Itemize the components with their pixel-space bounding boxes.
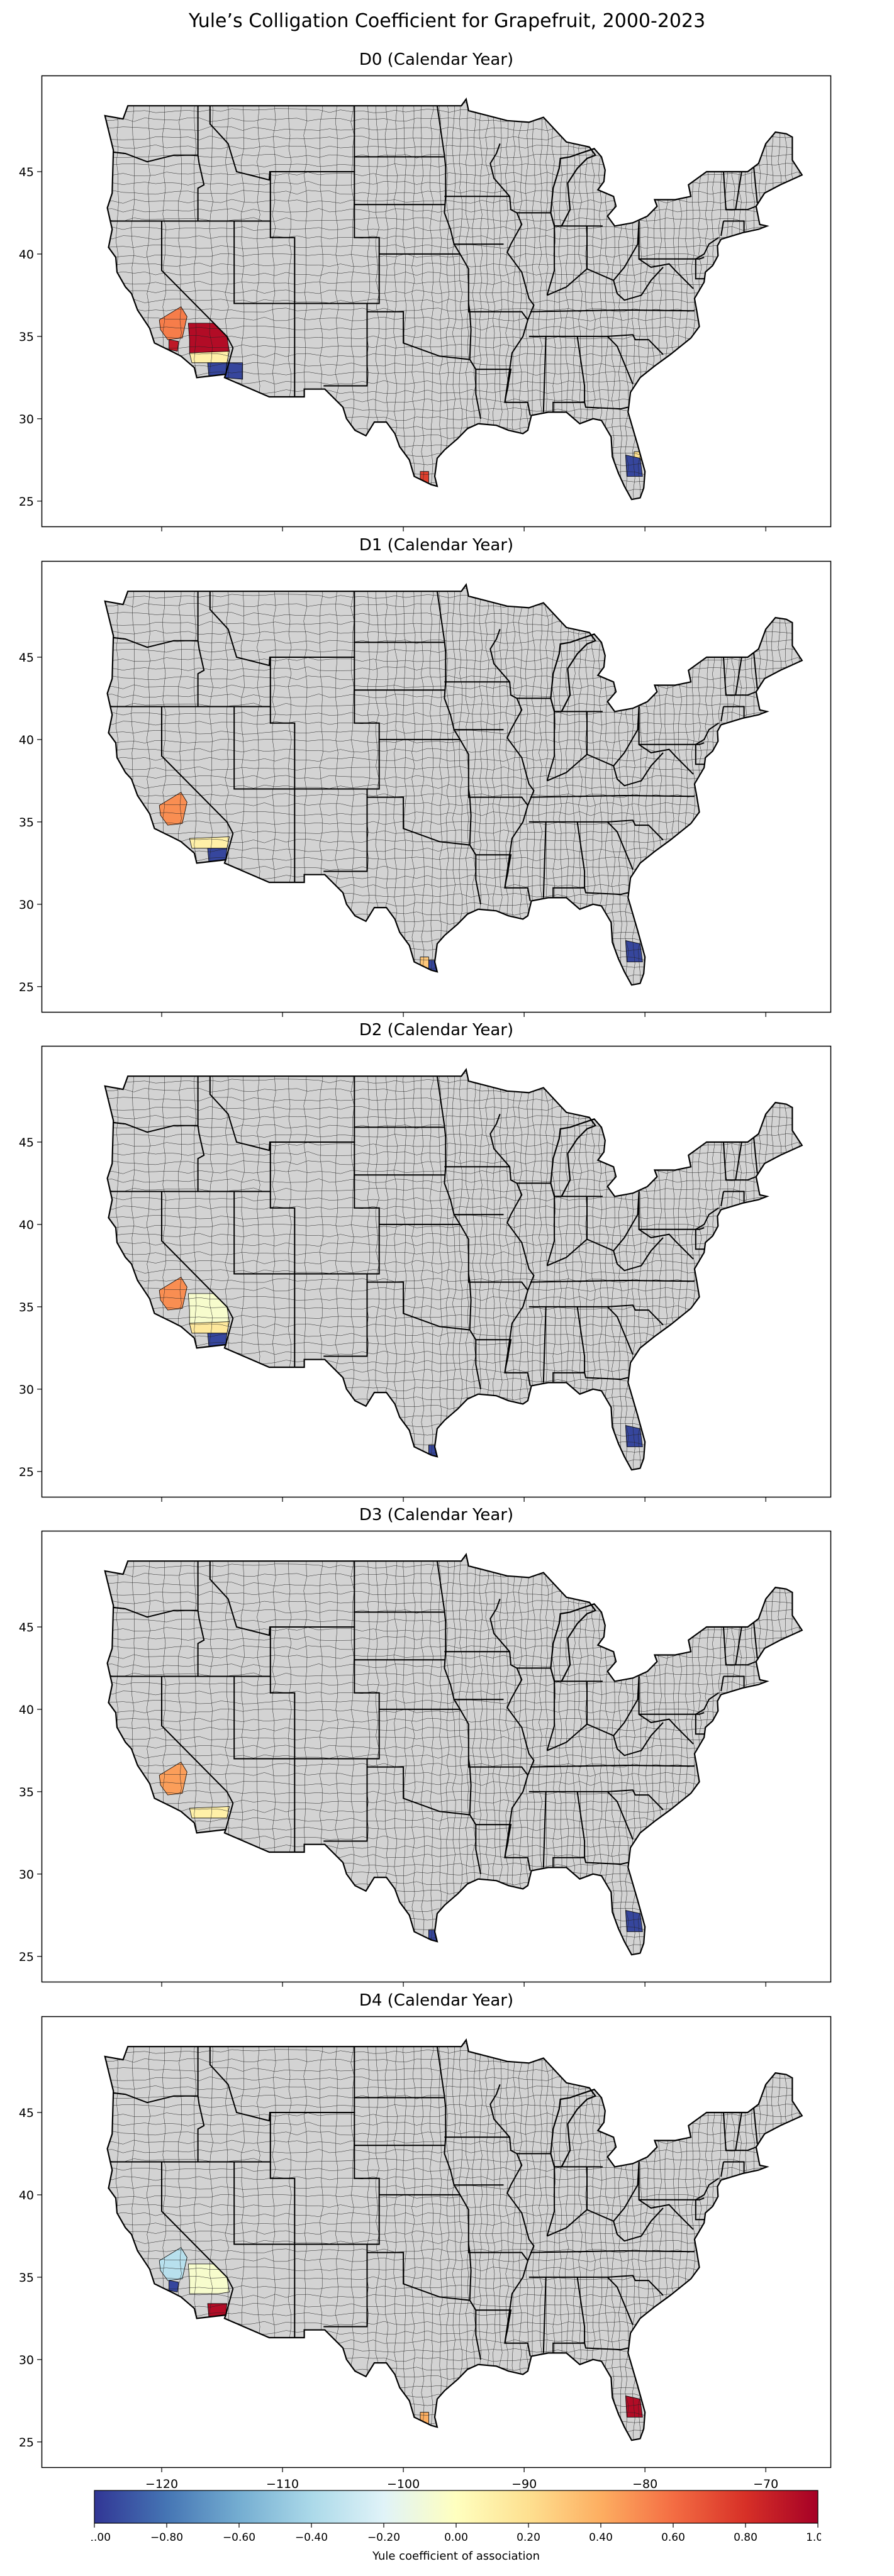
colorbar-label: Yule coefficient of association bbox=[372, 2550, 540, 2563]
panel-title: D3 (Calendar Year) bbox=[359, 1506, 514, 1524]
y-tick-label: 40 bbox=[19, 1703, 34, 1717]
y-tick-label: 35 bbox=[19, 816, 34, 830]
y-tick-label: 30 bbox=[19, 1383, 34, 1397]
colorbar: −1.00 −0.80 −0.60 −0.40 −0.20 0.00 0.20 0.40 0.6… bbox=[78, 2489, 830, 2565]
map-svg: 25 30 35 40 45 bbox=[19, 1045, 832, 1502]
region-ventura-ca bbox=[169, 2280, 179, 2292]
colorbar-tick-label: 0.60 bbox=[661, 2531, 685, 2544]
y-tick-label: 45 bbox=[19, 1621, 34, 1635]
us-land bbox=[104, 584, 802, 985]
y-tick-label: 35 bbox=[19, 1785, 34, 1799]
colorbar-gradient bbox=[94, 2490, 819, 2524]
y-tick-label: 30 bbox=[19, 1868, 34, 1882]
y-tick-label: 30 bbox=[19, 898, 34, 912]
y-tick-label: 35 bbox=[19, 330, 34, 344]
y-tick-label: 25 bbox=[19, 495, 34, 509]
us-outline bbox=[104, 1553, 803, 1956]
y-tick-label: 40 bbox=[19, 733, 34, 747]
colorbar-tick-label: 1.00 bbox=[806, 2531, 821, 2544]
region-riverside-ca bbox=[189, 351, 230, 364]
y-tick-label: 40 bbox=[19, 2189, 34, 2202]
colorbar-tick-label: 0.00 bbox=[444, 2531, 468, 2544]
us-land bbox=[104, 1069, 802, 1470]
region-kern-tulare-ca bbox=[159, 1277, 187, 1311]
y-tick-label: 25 bbox=[19, 2436, 34, 2450]
y-tick-label: 45 bbox=[19, 165, 34, 179]
colorbar-tick-label: 0.40 bbox=[589, 2531, 613, 2544]
x-tick-label: −70 bbox=[753, 2477, 778, 2491]
x-tick-label: −90 bbox=[511, 2477, 537, 2491]
region-st-lucie-fl bbox=[625, 2395, 643, 2418]
map-svg: 25 30 35 40 45 bbox=[19, 560, 832, 1017]
y-tick-label: 35 bbox=[19, 1301, 34, 1314]
region-kern-tulare-ca bbox=[159, 792, 187, 826]
us-outline bbox=[104, 583, 803, 986]
map-panel-4: D4 (Calendar Year) 25 30 35 40 45 −120 −110 −100… bbox=[19, 1991, 832, 2491]
y-tick-label: 45 bbox=[19, 651, 34, 665]
us-land bbox=[104, 2040, 802, 2441]
map-panel-2: D2 (Calendar Year) 25 30 35 40 45 bbox=[19, 1021, 832, 1502]
state-borders bbox=[111, 591, 758, 904]
figure-title: Yule’s Colligation Coefficient for Grape… bbox=[188, 10, 706, 32]
map-panel-0: D0 (Calendar Year) 25 30 35 40 45 bbox=[19, 50, 832, 531]
colorbar-tick-label: −0.20 bbox=[367, 2531, 400, 2544]
region-kern-tulare-ca bbox=[159, 2247, 187, 2281]
map-svg: 25 30 35 40 45 −120 −110 −100 −90 −80 −70 bbox=[19, 2016, 832, 2491]
x-tick-label: −80 bbox=[632, 2477, 657, 2491]
y-tick-label: 45 bbox=[19, 2106, 34, 2120]
region-ventura-ca bbox=[169, 339, 179, 352]
map-svg: 25 30 35 40 45 bbox=[19, 1530, 832, 1987]
panel-title: D0 (Calendar Year) bbox=[359, 50, 514, 69]
region-st-lucie-fl bbox=[625, 940, 643, 962]
colorbar-svg: −1.00 −0.80 −0.60 −0.40 −0.20 0.00 0.20 0.40 0.6… bbox=[78, 2490, 830, 2544]
colorbar-tick-label: −1.00 bbox=[91, 2531, 111, 2544]
state-borders bbox=[111, 1076, 758, 1389]
y-tick-label: 45 bbox=[19, 1136, 34, 1150]
panel-title: D4 (Calendar Year) bbox=[359, 1991, 514, 2010]
y-tick-label: 35 bbox=[19, 2271, 34, 2285]
state-borders bbox=[111, 106, 758, 419]
region-kern-tulare-ca bbox=[159, 1762, 187, 1796]
x-tick-label: −110 bbox=[266, 2477, 299, 2491]
region-st-lucie-fl bbox=[625, 454, 643, 477]
y-tick-label: 25 bbox=[19, 1465, 34, 1479]
y-tick-label: 40 bbox=[19, 1218, 34, 1232]
panel-title: D1 (Calendar Year) bbox=[359, 536, 514, 555]
map-panel-3: D3 (Calendar Year) 25 30 35 40 45 bbox=[19, 1506, 832, 1987]
colorbar-tick-label: −0.80 bbox=[150, 2531, 183, 2544]
y-tick-label: 40 bbox=[19, 248, 34, 262]
colorbar-tick-label: −0.60 bbox=[223, 2531, 255, 2544]
region-riverside-ca bbox=[189, 1806, 230, 1819]
us-outline bbox=[104, 97, 803, 501]
colorbar-tick-label: 0.80 bbox=[734, 2531, 757, 2544]
panel-title: D2 (Calendar Year) bbox=[359, 1021, 514, 1040]
x-tick-label: −120 bbox=[145, 2477, 178, 2491]
state-borders bbox=[111, 1561, 758, 1874]
y-tick-label: 30 bbox=[19, 413, 34, 426]
us-outline bbox=[104, 1068, 803, 1471]
map-panel-1: D1 (Calendar Year) 25 30 35 40 45 bbox=[19, 536, 832, 1017]
region-st-lucie-fl bbox=[625, 1424, 643, 1447]
us-land bbox=[104, 99, 802, 500]
y-tick-label: 25 bbox=[19, 980, 34, 994]
state-borders bbox=[111, 2046, 758, 2360]
region-kern-tulare-ca bbox=[159, 306, 187, 340]
region-riverside-ca bbox=[189, 1321, 230, 1334]
us-outline bbox=[104, 2038, 803, 2441]
colorbar-tick-label: −0.40 bbox=[295, 2531, 328, 2544]
y-tick-label: 30 bbox=[19, 2353, 34, 2367]
map-svg: 25 30 35 40 45 bbox=[19, 75, 832, 531]
y-tick-label: 25 bbox=[19, 1950, 34, 1964]
x-tick-label: −100 bbox=[387, 2477, 420, 2491]
region-st-lucie-fl bbox=[625, 1909, 643, 1932]
colorbar-tick-label: 0.20 bbox=[517, 2531, 540, 2544]
region-riverside-ca bbox=[189, 836, 230, 849]
us-land bbox=[104, 1554, 802, 1955]
